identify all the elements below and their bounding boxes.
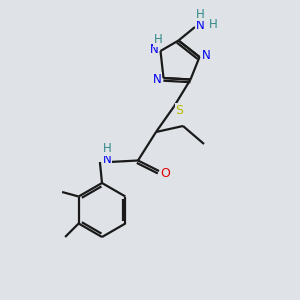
Text: N: N: [103, 153, 112, 166]
Text: N: N: [196, 19, 205, 32]
Text: H: H: [196, 8, 205, 21]
Text: O: O: [161, 167, 170, 180]
Text: N: N: [153, 73, 162, 86]
Text: N: N: [202, 49, 211, 62]
Text: S: S: [176, 103, 183, 117]
Text: H: H: [208, 17, 217, 31]
Text: H: H: [154, 33, 163, 46]
Text: N: N: [149, 43, 158, 56]
Text: H: H: [103, 142, 112, 155]
